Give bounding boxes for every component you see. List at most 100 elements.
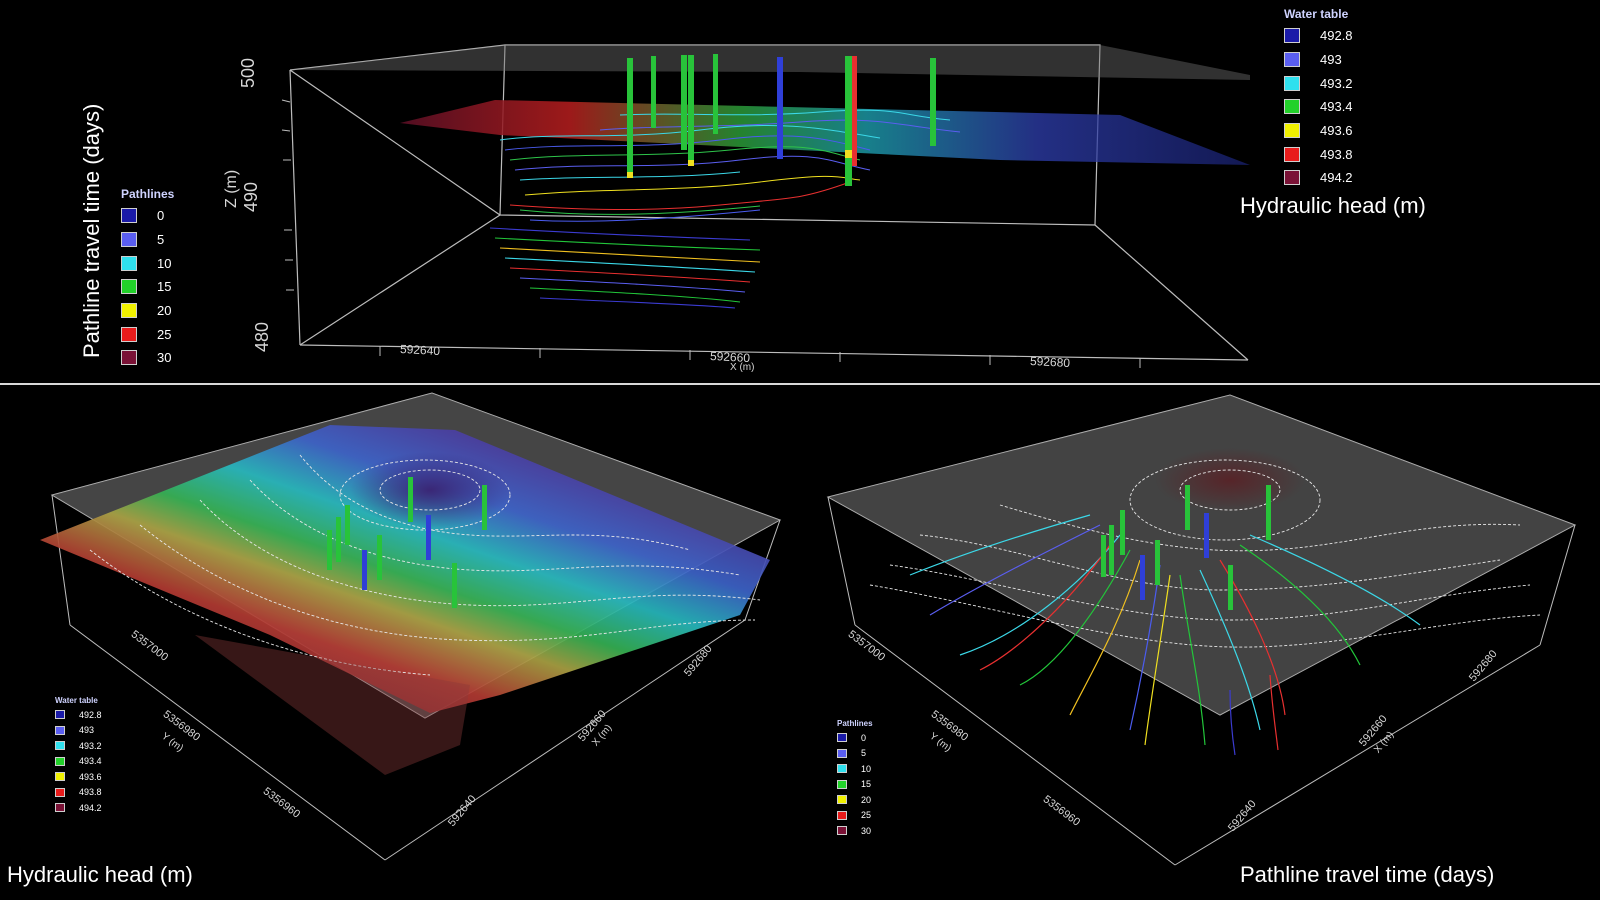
legend-item-493-6: 493.6 bbox=[1284, 119, 1353, 143]
legend-item-493-8: 493.8 bbox=[1284, 142, 1353, 166]
bounding-box bbox=[289, 44, 1249, 361]
legend-item-30: 30 bbox=[837, 823, 873, 839]
legend-label: 493.6 bbox=[79, 771, 102, 782]
water-table-legend-top: Water table 492.8 493 493.2 493.4 493.6 493.8… bbox=[1284, 7, 1353, 190]
legend-label: 493.4 bbox=[79, 756, 102, 767]
legend-item-25: 25 bbox=[837, 808, 873, 824]
legend-item-493-8: 493.8 bbox=[55, 785, 102, 801]
legend-item-25: 25 bbox=[121, 322, 174, 346]
legend-item-15: 15 bbox=[837, 777, 873, 793]
legend-label: 25 bbox=[861, 810, 872, 821]
legend-title: Water table bbox=[1284, 7, 1349, 21]
legend-item-493-2: 493.2 bbox=[1284, 71, 1353, 95]
legend-item-0: 0 bbox=[121, 204, 174, 228]
legend-label: 5 bbox=[157, 232, 165, 248]
legend-swatch bbox=[121, 232, 137, 248]
legend-item-493-2: 493.2 bbox=[55, 738, 102, 754]
legend-swatch bbox=[837, 779, 847, 789]
legend-item-492-8: 492.8 bbox=[1284, 24, 1353, 48]
legend-swatch bbox=[55, 756, 65, 766]
x-tick-592680: 592680 bbox=[1029, 353, 1071, 371]
legend-swatch bbox=[121, 279, 137, 295]
pathlines-legend-top: Pathlines 0 5 10 15 20 25 30 bbox=[121, 187, 174, 370]
legend-swatch bbox=[121, 326, 137, 342]
legend-item-20: 20 bbox=[837, 792, 873, 808]
drawdown-cone bbox=[1155, 448, 1305, 512]
legend-label: 494.2 bbox=[1320, 170, 1353, 186]
legend-item-494-2: 494.2 bbox=[55, 800, 102, 816]
top-3d-section-view: 500 490 480 Z (m) 592640 592660 X (m) 59… bbox=[0, 0, 1600, 383]
z-tick-500: 500 bbox=[238, 57, 258, 88]
water-table-surface bbox=[40, 425, 770, 713]
legend-item-10: 10 bbox=[121, 251, 174, 275]
well-columns bbox=[627, 54, 936, 186]
z-tick-490: 490 bbox=[241, 181, 261, 212]
legend-label: 494.2 bbox=[79, 802, 102, 813]
legend-swatch bbox=[837, 795, 847, 805]
z-tick-480: 480 bbox=[252, 321, 272, 352]
legend-label: 493.8 bbox=[79, 787, 102, 798]
legend-swatch bbox=[837, 764, 847, 774]
water-table-legend-bottom-left: Water table 492.8 493 493.2 493.4 493.6 493.8… bbox=[55, 696, 102, 816]
bottom-right-pathline-view: 5357000 5356980 Y (m) 5356960 592640 592… bbox=[800, 385, 1600, 900]
x-axis-ticks bbox=[379, 346, 1141, 368]
legend-label: 25 bbox=[157, 326, 172, 342]
z-axis-label: Z (m) bbox=[223, 169, 240, 208]
legend-swatch bbox=[121, 208, 137, 224]
legend-item-30: 30 bbox=[121, 346, 174, 370]
pathlines-lower-fan bbox=[489, 227, 761, 309]
legend-item-493-4: 493.4 bbox=[55, 754, 102, 770]
legend-swatch bbox=[121, 255, 137, 271]
legend-item-492-8: 492.8 bbox=[55, 707, 102, 723]
legend-swatch bbox=[55, 741, 65, 751]
hydraulic-head-caption: Hydraulic head (m) bbox=[7, 862, 193, 887]
pathlines-legend-bottom-right: Pathlines 0 5 10 15 20 25 30 bbox=[837, 719, 873, 839]
x-axis-label: X (m) bbox=[730, 362, 755, 373]
legend-item-5: 5 bbox=[837, 746, 873, 762]
ground-surface-plane bbox=[290, 45, 1250, 80]
bottom-left-hydraulic-head-view: 5357000 5356980 Y (m) 5356960 592640 592… bbox=[0, 385, 800, 900]
legend-swatch bbox=[1284, 146, 1300, 162]
hydraulic-head-3d-scene bbox=[40, 392, 782, 861]
legend-swatch bbox=[55, 787, 65, 797]
legend-label: 20 bbox=[157, 303, 172, 319]
legend-swatch bbox=[55, 710, 65, 720]
legend-title: Water table bbox=[55, 696, 98, 705]
legend-label: 15 bbox=[861, 779, 872, 790]
legend-label: 493.2 bbox=[79, 740, 102, 751]
legend-item-0: 0 bbox=[837, 730, 873, 746]
legend-swatch bbox=[837, 748, 847, 758]
well-columns bbox=[327, 477, 487, 608]
legend-item-493: 493 bbox=[1284, 48, 1353, 72]
legend-swatch bbox=[837, 826, 847, 836]
legend-item-5: 5 bbox=[121, 228, 174, 252]
legend-swatch bbox=[1284, 123, 1300, 139]
pathline-travel-time-caption: Pathline travel time (days) bbox=[1240, 862, 1495, 887]
head-contours bbox=[869, 459, 1541, 648]
legend-item-494-2: 494.2 bbox=[1284, 166, 1353, 190]
z-axis-ticks bbox=[281, 99, 294, 291]
legend-swatch bbox=[55, 772, 65, 782]
legend-title: Pathlines bbox=[837, 719, 873, 728]
legend-label: 493.2 bbox=[1320, 75, 1353, 91]
legend-swatch bbox=[55, 803, 65, 813]
legend-item-493-6: 493.6 bbox=[55, 769, 102, 785]
legend-label: 493 bbox=[1320, 52, 1342, 68]
legend-swatch bbox=[837, 810, 847, 820]
legend-label: 30 bbox=[157, 350, 172, 366]
legend-label: 493 bbox=[79, 725, 95, 736]
pathlines-upper bbox=[499, 109, 961, 222]
legend-swatch bbox=[1284, 170, 1300, 186]
panel-divider bbox=[0, 383, 1600, 385]
legend-swatch bbox=[1284, 28, 1300, 44]
legend-label: 15 bbox=[157, 279, 172, 295]
legend-swatch bbox=[55, 725, 65, 735]
legend-item-493: 493 bbox=[55, 723, 102, 739]
legend-label: 493.4 bbox=[1320, 99, 1353, 115]
x-tick-592640: 592640 bbox=[399, 341, 441, 359]
top-3d-scene bbox=[281, 44, 1250, 368]
legend-title: Pathlines bbox=[121, 187, 175, 201]
legend-label: 20 bbox=[861, 794, 872, 805]
legend-item-493-4: 493.4 bbox=[1284, 95, 1353, 119]
legend-label: 10 bbox=[861, 763, 872, 774]
